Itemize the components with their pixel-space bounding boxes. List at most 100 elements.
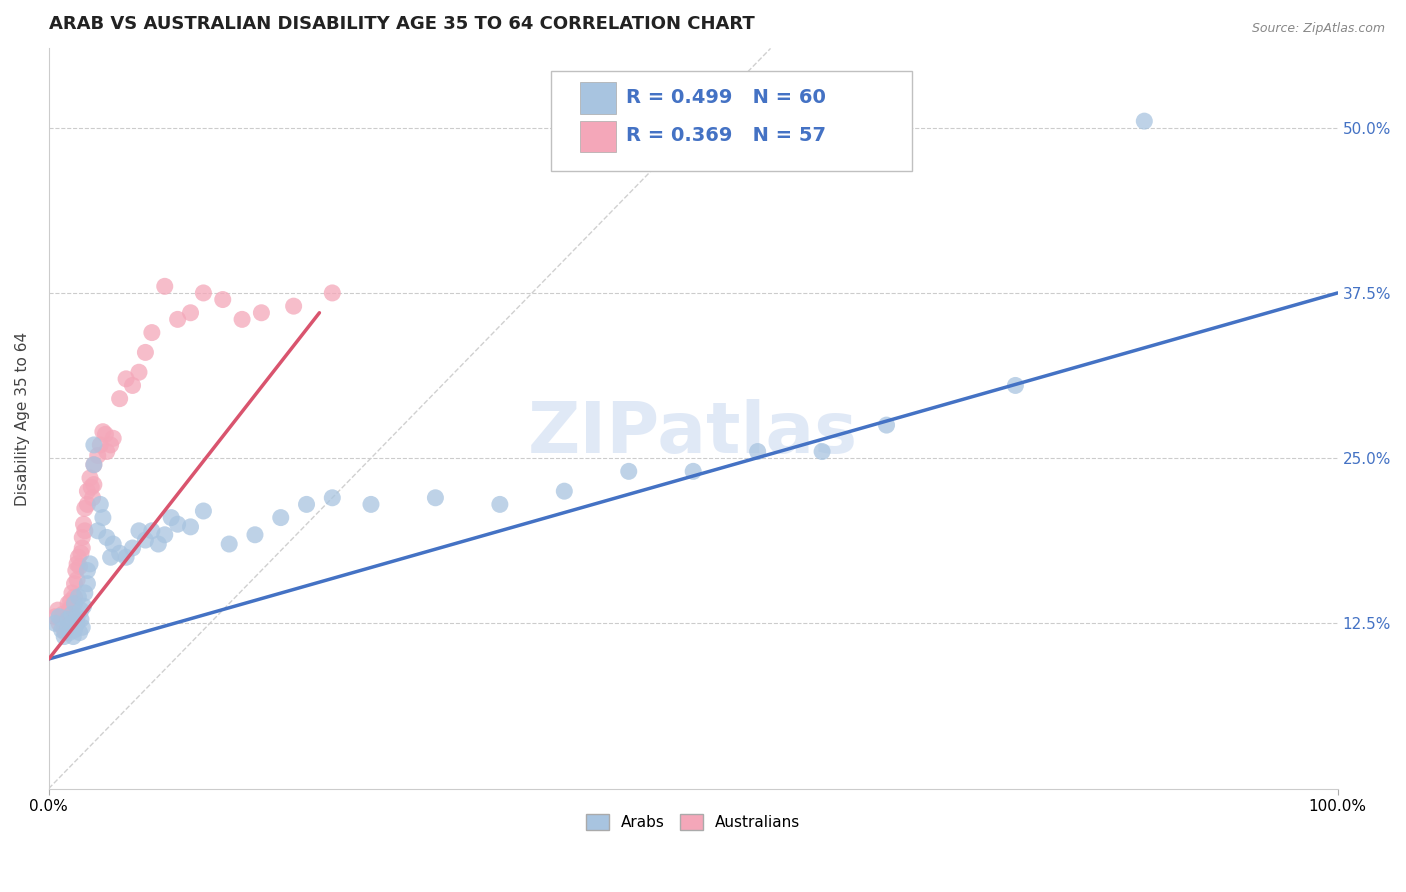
- Point: [60, 607, 83, 621]
- Point: [70, 546, 93, 560]
- Point: [52, 607, 75, 621]
- Point: [160, 510, 183, 524]
- Point: [73, 501, 96, 516]
- Point: [1133, 114, 1156, 128]
- Point: [66, 609, 89, 624]
- Point: [51, 623, 73, 637]
- Point: [553, 484, 575, 499]
- Point: [44, 616, 66, 631]
- Point: [63, 597, 86, 611]
- Point: [60, 586, 83, 600]
- Point: [617, 464, 640, 478]
- Point: [180, 520, 202, 534]
- Point: [73, 586, 96, 600]
- Point: [60, 599, 83, 614]
- Point: [69, 625, 91, 640]
- Point: [82, 491, 104, 505]
- Point: [66, 573, 89, 587]
- Point: [193, 285, 215, 300]
- Point: [100, 550, 122, 565]
- Point: [56, 612, 79, 626]
- Point: [83, 477, 105, 491]
- Point: [44, 609, 66, 624]
- Text: R = 0.369   N = 57: R = 0.369 N = 57: [626, 127, 827, 145]
- Point: [166, 312, 188, 326]
- Point: [56, 597, 79, 611]
- Point: [91, 425, 114, 439]
- Point: [83, 458, 105, 472]
- Point: [360, 497, 382, 511]
- Point: [62, 609, 84, 624]
- Point: [100, 438, 122, 452]
- Point: [166, 517, 188, 532]
- Point: [58, 625, 80, 640]
- Point: [876, 418, 898, 433]
- Point: [56, 620, 79, 634]
- Point: [66, 616, 89, 631]
- Point: [121, 541, 143, 555]
- Point: [83, 438, 105, 452]
- Point: [211, 293, 233, 307]
- Point: [231, 312, 253, 326]
- Point: [72, 530, 94, 544]
- Point: [321, 491, 343, 505]
- Point: [48, 609, 70, 624]
- Point: [91, 510, 114, 524]
- Point: [115, 550, 138, 565]
- Point: [80, 480, 103, 494]
- Point: [218, 537, 240, 551]
- Point: [72, 620, 94, 634]
- Point: [141, 524, 163, 538]
- Point: [148, 537, 170, 551]
- Point: [1004, 378, 1026, 392]
- Point: [89, 438, 111, 452]
- Point: [295, 497, 318, 511]
- Point: [55, 625, 77, 640]
- Point: [76, 564, 98, 578]
- Point: [53, 630, 76, 644]
- Point: [67, 590, 90, 604]
- Point: [193, 504, 215, 518]
- Point: [128, 524, 150, 538]
- Point: [153, 279, 176, 293]
- Point: [682, 464, 704, 478]
- Point: [134, 533, 156, 547]
- Point: [87, 524, 110, 538]
- Point: [321, 285, 343, 300]
- Text: ZIPatlas: ZIPatlas: [529, 399, 858, 467]
- Point: [96, 530, 118, 544]
- Point: [56, 616, 79, 631]
- Point: [108, 546, 131, 560]
- Point: [108, 392, 131, 406]
- Point: [103, 537, 125, 551]
- Point: [76, 484, 98, 499]
- Point: [94, 427, 117, 442]
- Point: [141, 326, 163, 340]
- Point: [63, 590, 86, 604]
- Text: ARAB VS AUSTRALIAN DISABILITY AGE 35 TO 64 CORRELATION CHART: ARAB VS AUSTRALIAN DISABILITY AGE 35 TO …: [49, 15, 755, 33]
- Point: [66, 557, 89, 571]
- Point: [811, 444, 834, 458]
- Point: [76, 497, 98, 511]
- Text: R = 0.499   N = 60: R = 0.499 N = 60: [626, 87, 827, 107]
- Point: [48, 616, 70, 631]
- Point: [115, 372, 138, 386]
- Point: [96, 444, 118, 458]
- Point: [243, 528, 266, 542]
- Point: [89, 497, 111, 511]
- Point: [283, 299, 305, 313]
- Point: [67, 550, 90, 565]
- Y-axis label: Disability Age 35 to 64: Disability Age 35 to 64: [15, 332, 30, 506]
- Point: [58, 603, 80, 617]
- Point: [72, 599, 94, 614]
- Point: [83, 458, 105, 472]
- Bar: [579, 82, 616, 113]
- Point: [121, 378, 143, 392]
- Bar: [579, 121, 616, 152]
- Point: [53, 623, 76, 637]
- Point: [46, 603, 69, 617]
- Point: [63, 623, 86, 637]
- Point: [425, 491, 447, 505]
- Point: [153, 528, 176, 542]
- Point: [489, 497, 512, 511]
